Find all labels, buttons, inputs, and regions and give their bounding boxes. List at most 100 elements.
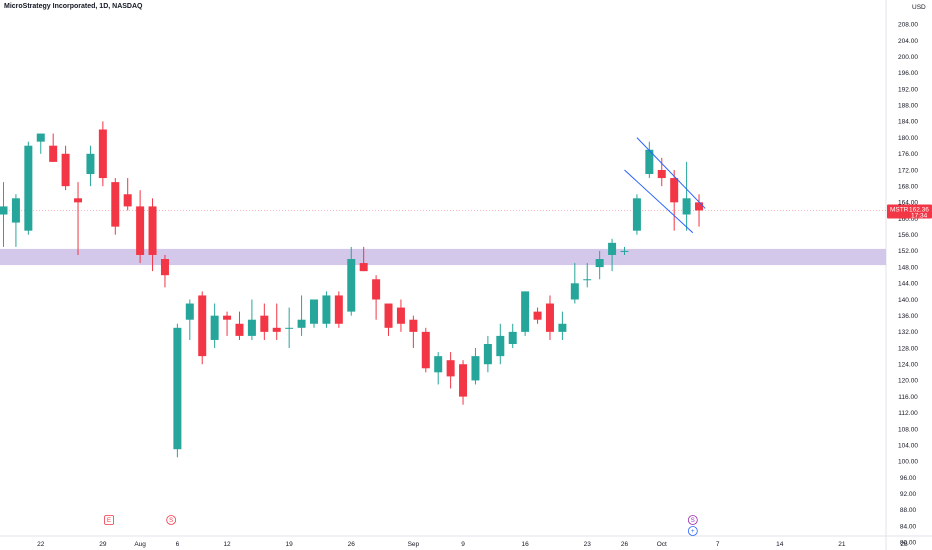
candle[interactable] [670, 169, 679, 231]
y-tick-label: 208.00 [898, 22, 918, 29]
y-tick-label: 148.00 [898, 264, 918, 271]
candle[interactable] [384, 303, 393, 336]
candle[interactable] [285, 307, 294, 349]
y-tick-label: 116.00 [898, 394, 918, 401]
add-event-marker[interactable]: + [687, 526, 698, 536]
channel-upper-trendline[interactable] [636, 137, 706, 209]
candle[interactable] [310, 299, 318, 328]
candle[interactable] [632, 194, 641, 235]
y-tick-label: 192.00 [898, 86, 918, 93]
candle[interactable] [508, 323, 517, 349]
candle[interactable] [471, 348, 480, 385]
candle-body [409, 319, 418, 332]
candle[interactable] [396, 299, 405, 332]
candle[interactable] [372, 275, 381, 320]
x-tick-label: 28 [900, 541, 908, 548]
y-tick-label: 108.00 [898, 426, 918, 433]
y-tick-label: 124.00 [898, 362, 918, 369]
candle[interactable] [235, 311, 244, 340]
split-marker[interactable]: S [687, 515, 698, 525]
candle[interactable] [322, 291, 331, 328]
candle[interactable] [297, 295, 306, 336]
candle[interactable] [695, 194, 704, 227]
candle[interactable] [409, 315, 418, 349]
earnings-marker[interactable]: E [104, 515, 114, 525]
support-zone-rectangle[interactable] [0, 248, 886, 266]
channel-lower-trendline[interactable] [624, 169, 694, 234]
candle-body [595, 259, 604, 268]
candle[interactable] [558, 311, 567, 340]
candle[interactable] [111, 178, 120, 235]
candle[interactable] [434, 352, 443, 385]
candle[interactable] [657, 157, 666, 187]
candle[interactable] [583, 263, 592, 288]
candle[interactable] [198, 291, 207, 365]
candle[interactable] [11, 194, 20, 247]
candle[interactable] [595, 250, 604, 280]
candle[interactable] [24, 141, 33, 235]
candle[interactable] [533, 307, 542, 324]
candle-body [98, 129, 107, 179]
candle[interactable] [334, 291, 343, 328]
candle[interactable] [272, 303, 281, 340]
candle[interactable] [74, 182, 83, 255]
candle[interactable] [421, 327, 430, 373]
split-marker[interactable]: S [166, 515, 177, 525]
candle-body [359, 263, 368, 272]
candle[interactable] [446, 352, 455, 389]
y-tick-label: 100.00 [898, 459, 918, 466]
candle-body [310, 299, 318, 324]
candle-body [645, 149, 654, 175]
candle[interactable] [86, 145, 95, 187]
candle-body [210, 315, 219, 340]
candle-body [111, 182, 120, 227]
candle[interactable] [645, 141, 654, 179]
candle[interactable] [247, 299, 256, 340]
candle[interactable] [496, 323, 505, 365]
marker-label: + [691, 529, 695, 535]
candle-body [260, 315, 269, 332]
candle[interactable] [36, 133, 45, 154]
candle-body [173, 327, 182, 450]
candle[interactable] [136, 190, 145, 264]
candle[interactable] [483, 335, 492, 373]
candle[interactable] [521, 291, 530, 336]
candle[interactable] [459, 360, 468, 405]
candle[interactable] [0, 182, 8, 247]
candle[interactable] [210, 303, 219, 349]
candle[interactable] [608, 238, 617, 272]
candle[interactable] [98, 121, 107, 187]
candle-body [36, 133, 45, 142]
candle[interactable] [570, 263, 579, 304]
candle[interactable] [223, 311, 232, 336]
candle-body [521, 291, 530, 332]
candle[interactable] [682, 161, 691, 231]
candle[interactable] [347, 246, 356, 316]
candle[interactable] [173, 323, 182, 458]
candle[interactable] [185, 299, 194, 340]
candle-body [446, 360, 455, 377]
candle-body [61, 153, 70, 187]
candle[interactable] [545, 295, 554, 340]
symbol-title[interactable]: MicroStrategy Incorporated, 1D, NASDAQ [4, 3, 143, 10]
candle-body [384, 303, 393, 328]
candle-body [670, 178, 679, 203]
candle[interactable] [123, 178, 132, 211]
candle-body [223, 315, 232, 320]
candle-body [682, 198, 691, 215]
candle[interactable] [359, 246, 368, 272]
candle[interactable] [61, 145, 70, 191]
candle-body [322, 295, 331, 324]
x-tick-label: Aug [134, 541, 146, 548]
candle[interactable] [49, 133, 58, 162]
candle[interactable] [160, 254, 169, 288]
candle-body [272, 327, 281, 332]
candle[interactable] [260, 303, 269, 340]
candle[interactable] [620, 246, 629, 255]
candle[interactable] [148, 198, 157, 272]
y-tick-label: 180.00 [898, 135, 918, 142]
candle-body [545, 303, 554, 332]
y-tick-label: 112.00 [898, 410, 918, 417]
